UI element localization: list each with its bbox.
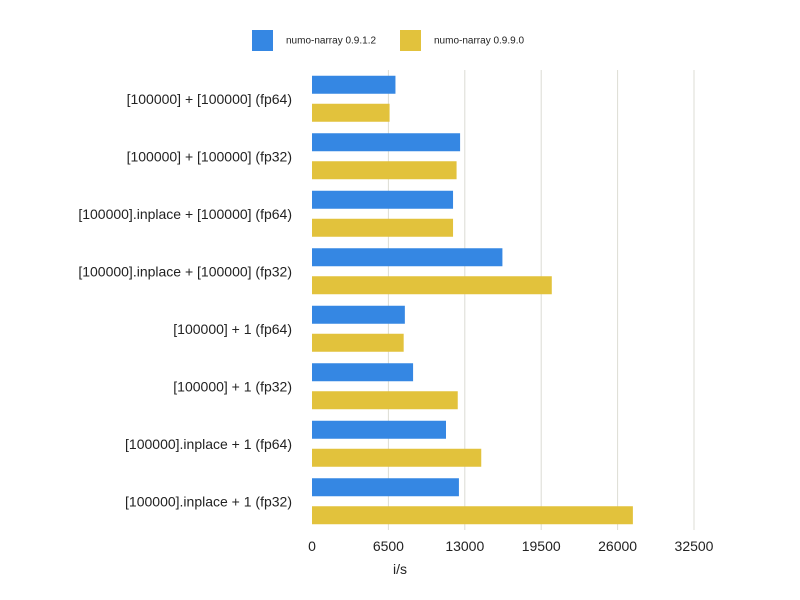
bar-series-2-category-5: [312, 333, 404, 352]
category-labels: [100000] + [100000] (fp64) [100000] + [10…: [78, 91, 292, 510]
bar-series-1-category-1: [312, 75, 396, 94]
category-label: [100000].inplace + [100000] (fp32): [78, 263, 292, 279]
bar-series-2-category-4: [312, 276, 552, 295]
bar-series-1-category-8: [312, 478, 459, 497]
legend-swatch-series-1: [252, 30, 273, 51]
x-tick-label: 0: [308, 538, 316, 554]
bar-series-1-category-3: [312, 190, 454, 209]
legend-swatch-series-2: [400, 30, 421, 51]
category-label: [100000] + 1 (fp64): [173, 321, 292, 337]
category-label: [100000].inplace + [100000] (fp64): [78, 206, 292, 222]
legend-label-series-2: numo-narray 0.9.9.0: [434, 36, 524, 47]
category-label: [100000].inplace + 1 (fp64): [125, 436, 292, 452]
x-tick-label: 19500: [522, 538, 561, 554]
x-tick-label: 6500: [373, 538, 404, 554]
bar-series-2-category-1: [312, 103, 390, 122]
bar-series-1-category-2: [312, 133, 461, 152]
bar-series-1-category-7: [312, 420, 446, 439]
bars: [312, 75, 633, 525]
category-label: [100000].inplace + 1 (fp32): [125, 493, 292, 509]
legend: numo-narray 0.9.1.2 numo-narray 0.9.9.0: [252, 30, 524, 51]
x-tick-label: 32500: [675, 538, 714, 554]
bar-series-2-category-2: [312, 161, 457, 180]
x-axis-title: i/s: [393, 561, 407, 577]
x-tick-label: 26000: [598, 538, 637, 554]
category-label: [100000] + [100000] (fp32): [127, 148, 292, 164]
bar-series-2-category-6: [312, 391, 458, 410]
category-label: [100000] + [100000] (fp64): [127, 91, 292, 107]
x-tick-label: 13000: [445, 538, 484, 554]
bar-series-2-category-3: [312, 218, 454, 237]
bar-series-1-category-4: [312, 248, 503, 267]
bar-series-2-category-8: [312, 506, 633, 525]
x-axis-ticks: 0 6500 13000 19500 26000 32500: [308, 538, 714, 554]
legend-label-series-1: numo-narray 0.9.1.2: [286, 36, 376, 47]
bar-series-1-category-5: [312, 305, 405, 324]
bar-series-1-category-6: [312, 363, 414, 382]
category-label: [100000] + 1 (fp32): [173, 378, 292, 394]
bar-series-2-category-7: [312, 448, 482, 467]
